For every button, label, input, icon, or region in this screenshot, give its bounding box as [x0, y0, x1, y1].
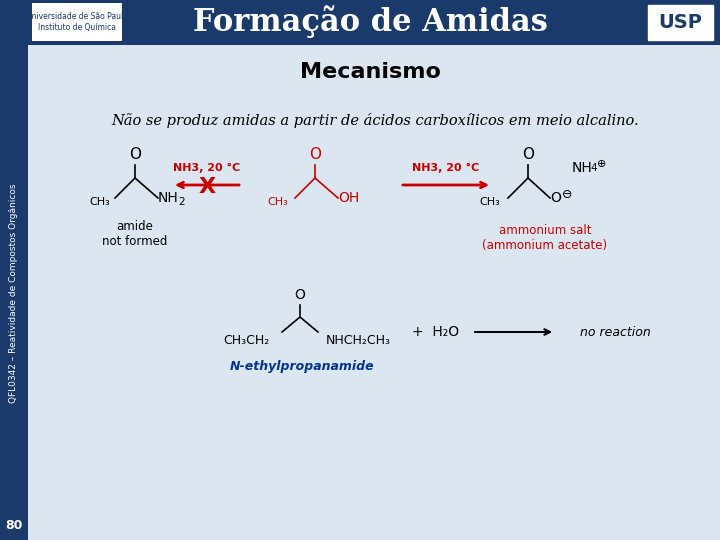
Text: NHCH₂CH₃: NHCH₂CH₃ [325, 334, 390, 347]
Text: NH3, 20 °C: NH3, 20 °C [174, 163, 240, 173]
Bar [32, 3, 122, 41]
Text: amide
not formed: amide not formed [102, 220, 168, 248]
Text: Formação de Amidas: Formação de Amidas [192, 5, 547, 38]
Text: X: X [199, 177, 215, 197]
Text: NH3, 20 °C: NH3, 20 °C [413, 163, 480, 173]
Text: QFL0342 – Reatividade de Compostos Orgânicos: QFL0342 – Reatividade de Compostos Orgân… [9, 183, 19, 403]
Text: O: O [294, 288, 305, 302]
Text: O: O [550, 191, 561, 205]
Text: CH₃: CH₃ [480, 197, 500, 207]
Text: CH₃: CH₃ [267, 197, 288, 207]
Text: Mecanismo: Mecanismo [300, 62, 441, 82]
Text: OH: OH [338, 191, 359, 205]
Text: 2: 2 [178, 197, 184, 207]
Bar [0, 45, 28, 540]
Bar [648, 5, 713, 40]
Text: Universidade de São Paulo
Instituto de Química: Universidade de São Paulo Instituto de Q… [26, 12, 128, 32]
Text: NH: NH [158, 191, 179, 205]
Text: NH: NH [572, 161, 593, 175]
Text: ⊖: ⊖ [562, 187, 572, 200]
Text: O: O [522, 147, 534, 162]
Text: CH₃: CH₃ [89, 197, 110, 207]
Text: 4: 4 [590, 163, 597, 173]
Text: USP: USP [658, 12, 702, 31]
Text: Não se produz amidas a partir de ácidos carboxílicos em meio alcalino.: Não se produz amidas a partir de ácidos … [111, 112, 639, 127]
Text: O: O [309, 147, 321, 162]
Text: +  H₂O: + H₂O [413, 325, 459, 339]
Text: O: O [129, 147, 141, 162]
Text: CH₃CH₂: CH₃CH₂ [223, 334, 269, 347]
Bar [0, 0, 720, 45]
Text: N-ethylpropanamide: N-ethylpropanamide [230, 360, 374, 373]
Text: ⊕: ⊕ [597, 159, 606, 169]
Text: no reaction: no reaction [580, 326, 650, 339]
Text: ammonium salt
(ammonium acetate): ammonium salt (ammonium acetate) [482, 224, 608, 252]
Text: 80: 80 [5, 519, 23, 532]
